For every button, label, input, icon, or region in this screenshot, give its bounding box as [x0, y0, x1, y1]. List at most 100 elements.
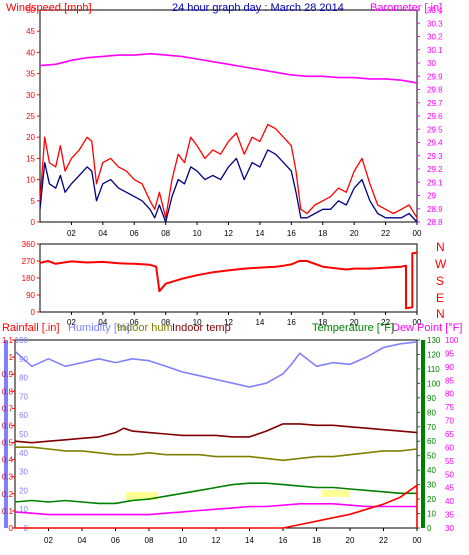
humidity-tick-label: 20	[19, 486, 28, 495]
direction-tick-label: 360	[22, 240, 36, 249]
wind-baro-lines	[39, 52, 418, 223]
dewpoint-tick-label: 40	[445, 497, 454, 506]
windspeed-tick-label: 10	[26, 176, 35, 185]
humidity-series-line	[14, 341, 418, 388]
wind-hour-tick-label: 20	[350, 229, 359, 238]
barometer-tick-label: 28.8	[427, 218, 443, 227]
direction-hour-tick-label: 16	[287, 318, 296, 327]
rainfall-tick-label: 0.1	[2, 507, 14, 516]
barometer-tick-label: 29.4	[427, 139, 443, 148]
temperature-ticks: 0 10 20 30 40 50 60 70 80 90 100 110 120 130	[417, 336, 441, 533]
barometer-tick-label: 30	[427, 59, 436, 68]
direction-hour-tick-label: 22	[381, 318, 390, 327]
wind-hour-tick-label: 14	[255, 229, 264, 238]
direction-hour-tick-label: 10	[193, 318, 202, 327]
barometer-tick-label: 29.8	[427, 86, 443, 95]
windspeed-tick-label: 50	[26, 6, 35, 15]
solar-mark	[322, 490, 350, 497]
rainfall-series-line	[15, 484, 418, 529]
dewpoint-tick-label: 45	[445, 484, 454, 493]
direction-hour-ticks: 02 04 06 08 10 12 14 16 18 20 22 00	[67, 312, 422, 327]
dewpoint-ticks: 30 35 40 45 50 55 60 65 70 75 80 85 90 95 100	[445, 336, 459, 533]
barometer-ticks: 28.8 28.9 29 29.1 29.2 29.3 29.4 29.5 29.6 29.7 29…	[417, 6, 443, 227]
dewpoint-tick-label: 90	[445, 363, 454, 372]
humidity-axis-label: Humidity [%]	[68, 322, 130, 334]
humidity-scale-bar	[4, 340, 8, 528]
direction-hour-tick-label: 20	[350, 318, 359, 327]
temp-hour-tick-label: 06	[111, 536, 120, 545]
rainfall-axis-label: Rainfall [.in]	[2, 322, 59, 334]
wind-gust-line	[39, 123, 418, 219]
direction-tick-label: 90	[26, 291, 35, 300]
dewpoint-tick-label: 70	[445, 417, 454, 426]
wind-hour-tick-label: 22	[381, 229, 390, 238]
rainfall-tick-label: 0.5	[2, 439, 14, 448]
rainfall-tick-label: 0.8	[2, 387, 14, 396]
temperature-tick-label: 60	[427, 437, 436, 446]
temp-hour-tick-label: 10	[178, 536, 187, 545]
rainfall-tick-label: 0	[9, 524, 14, 533]
direction-hour-tick-label: 14	[255, 318, 264, 327]
temperature-tick-label: 20	[427, 495, 436, 504]
temperature-series-line	[14, 482, 417, 505]
barometer-tick-label: 28.9	[427, 205, 443, 214]
wind-hour-ticks: 02 04 06 08 10 12 14 16 18 20 22 00	[67, 222, 422, 238]
windspeed-tick-label: 15	[26, 154, 35, 163]
temperature-tick-label: 50	[427, 452, 436, 461]
dewpoint-tick-label: 100	[445, 336, 459, 345]
temp-hum-panel: Rainfall [.in] Humidity [%] Indoor hum I…	[2, 322, 463, 545]
temperature-tick-label: 30	[427, 481, 436, 490]
rainfall-tick-label: 1.1	[2, 336, 14, 345]
direction-hour-tick-label: 12	[224, 318, 233, 327]
rainfall-tick-label: 0.4	[2, 456, 14, 465]
direction-tick-label: 180	[22, 274, 36, 283]
temperature-tick-label: 110	[427, 365, 440, 374]
temp-hour-ticks: 02 04 06 08 10 12 14 16 18 20 22 00	[44, 528, 422, 545]
temp-hour-tick-label: 08	[145, 536, 154, 545]
direction-hour-tick-label: 02	[67, 318, 76, 327]
windspeed-tick-label: 25	[26, 112, 35, 121]
compass-n-top: N	[436, 240, 445, 254]
temperature-tick-label: 120	[427, 350, 441, 359]
wind-baro-panel: Windspeed [mph] 24 hour graph day : Marc…	[6, 2, 443, 238]
windspeed-tick-label: 0	[31, 218, 36, 227]
windspeed-axis-label: Windspeed [mph]	[6, 2, 92, 14]
temperature-scale-bar	[421, 340, 425, 528]
humidity-indoor-hum-line	[15, 446, 418, 462]
temperature-tick-label: 130	[427, 336, 441, 345]
temp-hour-tick-label: 18	[312, 536, 321, 545]
direction-tick-label: 0	[31, 308, 36, 317]
barometer-tick-label: 29.3	[427, 152, 443, 161]
dewpoint-tick-label: 30	[445, 524, 454, 533]
humidity-tick-label: 80	[19, 374, 28, 383]
dewpoint-tick-label: 80	[445, 390, 454, 399]
graph-title: 24 hour graph day : March 28 2014	[172, 2, 344, 14]
dewpoint-tick-label: 75	[445, 403, 454, 412]
temperature-tick-label: 0	[427, 524, 432, 533]
rainfall-tick-label: 0.6	[2, 421, 14, 430]
wind-hour-tick-label: 06	[130, 229, 139, 238]
wind-hour-tick-label: 02	[67, 229, 76, 238]
barometer-tick-label: 30.2	[427, 33, 443, 42]
wind-hour-tick-label: 00	[413, 229, 422, 238]
indoor-temp-label: Indoor temp	[172, 322, 231, 334]
humidity-tick-label: 60	[19, 411, 28, 420]
humidity-tick-label: 100	[15, 336, 29, 345]
dewpoint-tick-label: 50	[445, 470, 454, 479]
wind-hour-tick-label: 12	[224, 229, 233, 238]
temp-hour-tick-label: 00	[413, 536, 422, 545]
wind-hour-tick-label: 08	[161, 229, 170, 238]
windspeed-ticks: 0 5 10 15 20 25 30 35 40 45 50	[26, 6, 40, 227]
compass-n-bottom: N	[436, 307, 445, 321]
direction-hour-tick-label: 00	[413, 318, 422, 327]
temperature-tick-label: 80	[427, 408, 436, 417]
windspeed-tick-label: 5	[31, 197, 36, 206]
temp-hour-tick-label: 12	[212, 536, 221, 545]
compass-s: S	[436, 274, 444, 288]
barometer-tick-label: 29.2	[427, 165, 443, 174]
barometer-tick-label: 30.3	[427, 19, 443, 28]
barometer-tick-label: 29.5	[427, 125, 443, 134]
